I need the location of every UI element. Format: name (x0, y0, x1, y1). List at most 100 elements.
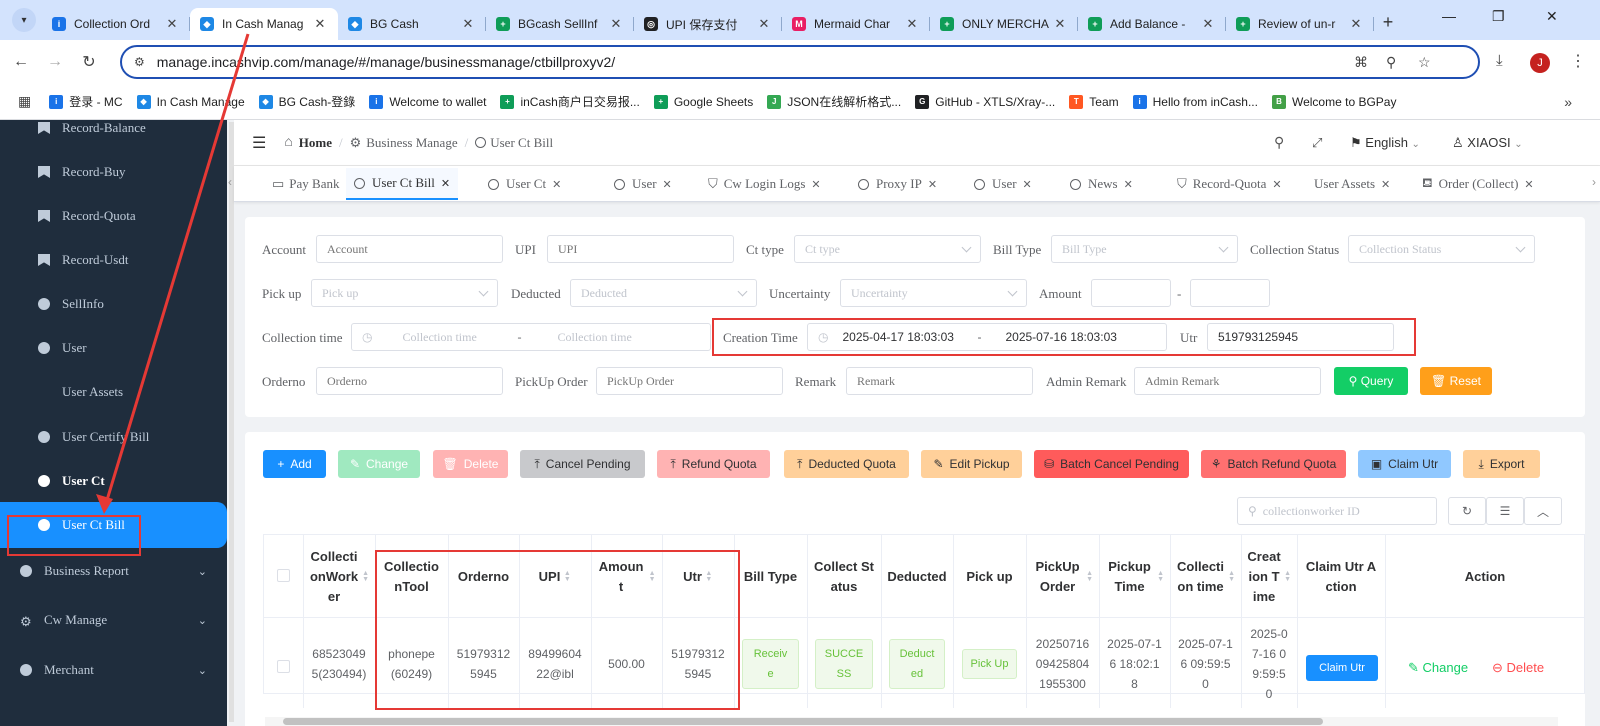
sort-caret-icon[interactable]: ▲ ▼ (1157, 569, 1164, 583)
close-tag-icon[interactable]: ✕ (1272, 178, 1282, 191)
tags-scroll-right-icon[interactable]: › (1592, 175, 1596, 189)
column-header-collectionworker[interactable]: CollectionWorker ▲ ▼ (303, 537, 375, 616)
collection-time-range[interactable]: ◷ Collection time - Collection time (351, 323, 711, 351)
bookmark-item[interactable]: + inCash商户日交易报... (500, 93, 640, 110)
column-settings-button[interactable]: ☰ (1486, 497, 1524, 525)
query-button[interactable]: ⚲ Query (1334, 367, 1408, 395)
sort-caret-icon[interactable]: ▲ ▼ (1284, 569, 1291, 583)
site-info-icon[interactable]: ⚙ (134, 55, 145, 69)
tags-scroll-left-icon[interactable]: ‹ (228, 175, 232, 189)
close-tag-icon[interactable]: ✕ (811, 178, 821, 191)
browser-tab[interactable]: + Add Balance - ✕ (1078, 8, 1226, 40)
refresh-table-button[interactable]: ↻ (1448, 497, 1486, 525)
column-header-pickup-order[interactable]: PickUp Order ▲ ▼ (1026, 537, 1099, 616)
column-header-deducted[interactable]: Deducted (881, 537, 953, 616)
sidebar-item-user-ct-bill[interactable]: User Ct Bill (0, 502, 227, 548)
sidebar-item-merchant[interactable]: Merchant ⌄ (0, 647, 227, 693)
tag-user-assets[interactable]: User Assets ✕ (1306, 168, 1398, 200)
bookmark-item[interactable]: G GitHub - XTLS/Xray-... (915, 94, 1055, 109)
more-bookmarks-icon[interactable]: » (1564, 93, 1572, 110)
admin-remark-input[interactable] (1134, 367, 1321, 395)
bill-type-select[interactable]: Bill Type (1051, 235, 1238, 263)
column-header-pick-up[interactable]: Pick up (953, 537, 1026, 616)
back-arrow-icon[interactable]: ← (13, 53, 29, 70)
address-bar[interactable]: ⚙ manage.incashvip.com/manage/#/manage/b… (120, 45, 1480, 79)
new-tab-plus-icon[interactable]: + (1382, 11, 1394, 32)
close-tag-icon[interactable]: ✕ (1381, 178, 1391, 191)
sidebar-item-user[interactable]: User (0, 325, 227, 371)
collection-status-select[interactable]: Collection Status (1348, 235, 1535, 263)
row-checkbox[interactable] (277, 660, 290, 673)
sidebar-item-cw-manage[interactable]: ⚙ Cw Manage ⌄ (0, 597, 227, 643)
bookmark-item[interactable]: i 登录 - MC (49, 93, 123, 110)
restore-icon[interactable]: ❐ (1492, 8, 1505, 24)
uncertainty-select[interactable]: Uncertainty (840, 279, 1027, 307)
user-menu[interactable]: ♙ XIAOSI ⌄ (1452, 134, 1523, 150)
forward-arrow-icon[interactable]: → (47, 53, 63, 70)
remark-input[interactable] (846, 367, 1033, 395)
tag-proxy-ip[interactable]: Proxy IP ✕ (850, 168, 945, 200)
profile-avatar[interactable]: J (1530, 53, 1550, 73)
column-header-orderno[interactable]: Orderno (448, 537, 519, 616)
column-header-creation-time[interactable]: Creation Time ▲ ▼ (1241, 537, 1297, 616)
creation-time-range[interactable]: ◷ 2025-04-17 18:03:03 - 2025-07-16 18:03… (807, 323, 1167, 351)
collapse-search-button[interactable]: ︿ (1524, 497, 1562, 525)
ct-type-select[interactable]: Ct type (794, 235, 981, 263)
close-tag-icon[interactable]: ✕ (552, 178, 562, 191)
translate-icon[interactable]: ⌘ (1354, 54, 1368, 70)
pickup-order-input[interactable] (596, 367, 783, 395)
hamburger-icon[interactable]: ☰ (252, 134, 267, 152)
cancel-pending-button[interactable]: ⤒ Cancel Pending (520, 450, 645, 478)
column-header-claim-utr-action[interactable]: Claim Utr Action (1297, 537, 1385, 616)
close-tab-icon[interactable]: ✕ (462, 16, 474, 31)
sort-caret-icon[interactable]: ▲ ▼ (705, 569, 713, 583)
change-button[interactable]: ✎ Change (338, 450, 420, 478)
sidebar-item-user-assets[interactable]: User Assets (0, 369, 227, 415)
column-header-utr[interactable]: Utr ▲ ▼ (662, 537, 734, 616)
close-tab-icon[interactable]: ✕ (314, 16, 326, 31)
tag-record-quota[interactable]: ⛉ Record-Quota ✕ (1169, 168, 1290, 200)
close-tab-icon[interactable]: ✕ (1054, 16, 1066, 31)
close-tab-icon[interactable]: ✕ (758, 16, 770, 31)
language-selector[interactable]: ⚑ English ⌄ (1350, 134, 1420, 150)
url-text[interactable]: manage.incashvip.com/manage/#/manage/bus… (156, 54, 616, 70)
close-tag-icon[interactable]: ✕ (440, 177, 451, 190)
sidebar-item-record-usdt[interactable]: Record-Usdt (0, 237, 227, 283)
minimize-icon[interactable]: — (1442, 8, 1456, 24)
account-input[interactable] (316, 235, 503, 263)
apps-grid-icon[interactable]: ▦ (18, 93, 32, 109)
bookmark-item[interactable]: i Hello from inCash... (1132, 94, 1258, 109)
pick-up-select[interactable]: Pick up (311, 279, 498, 307)
header-search-icon[interactable]: ⚲ (1274, 134, 1285, 150)
column-header-amount[interactable]: Amount ▲ ▼ (591, 537, 662, 616)
tab-search-chevron-icon[interactable]: ▾ (12, 8, 36, 32)
zoom-icon[interactable]: ⚲ (1386, 54, 1397, 70)
browser-tab[interactable]: ◆ BG Cash ✕ (338, 8, 486, 40)
sort-caret-icon[interactable]: ▲ ▼ (648, 569, 656, 583)
tag-user[interactable]: User ✕ (966, 168, 1040, 200)
tag-user-ct[interactable]: User Ct ✕ (480, 168, 569, 200)
reset-button[interactable]: 🗑 Reset (1420, 367, 1492, 395)
tag-order-collect-[interactable]: ⛾ Order (Collect) ✕ (1414, 168, 1542, 200)
sort-caret-icon[interactable]: ▲ ▼ (1086, 569, 1093, 583)
upi-input[interactable] (547, 235, 734, 263)
batch-cancel-pending-button[interactable]: ⛁ Batch Cancel Pending (1034, 450, 1189, 478)
browser-tab[interactable]: M Mermaid Char ✕ (782, 8, 930, 40)
reload-icon[interactable]: ↻ (82, 54, 96, 71)
sidebar-item-record-buy[interactable]: Record-Buy (0, 149, 227, 195)
tag-cw-login-logs[interactable]: ⛉ Cw Login Logs ✕ (700, 168, 829, 200)
deducted-quota-button[interactable]: ⤒ Deducted Quota (784, 450, 909, 478)
tag-news[interactable]: News ✕ (1062, 168, 1141, 200)
breadcrumb-business-manage[interactable]: Business Manage (366, 134, 458, 150)
close-tag-icon[interactable]: ✕ (662, 178, 672, 191)
bookmark-item[interactable]: T Team (1069, 94, 1119, 109)
row-delete-link[interactable]: ⊖ Delete (1492, 660, 1544, 676)
deducted-select[interactable]: Deducted (570, 279, 757, 307)
row-change-link[interactable]: ✎ Change (1408, 660, 1468, 676)
tag-user-ct-bill[interactable]: User Ct Bill ✕ (346, 168, 459, 200)
bookmark-item[interactable]: ◆ In Cash Manage (136, 94, 245, 109)
bookmark-item[interactable]: J JSON在线解析格式... (767, 93, 901, 110)
browser-menu-icon[interactable]: ⋮ (1570, 53, 1586, 70)
column-header-pickup-time[interactable]: Pickup Time ▲ ▼ (1099, 537, 1170, 616)
browser-tab[interactable]: + ONLY MERCHA ✕ (930, 8, 1078, 40)
